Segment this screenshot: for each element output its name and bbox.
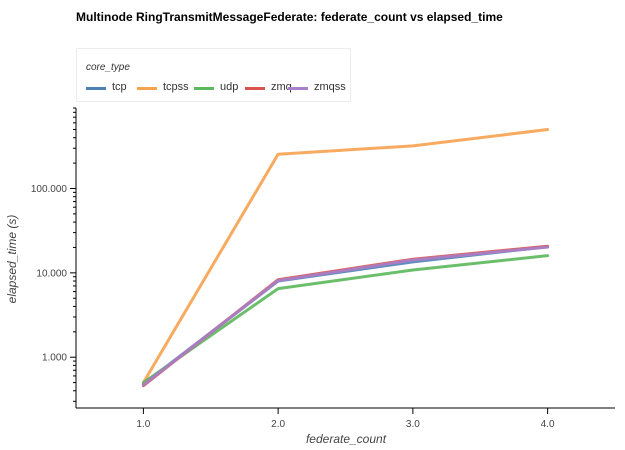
y-tick-label: 10.000 — [36, 268, 67, 279]
series-line-zmq — [141, 244, 550, 388]
legend-swatch — [137, 87, 157, 90]
legend-title: core_type — [86, 62, 130, 73]
legend-label: zmq — [271, 81, 292, 93]
series-line-tcp — [141, 245, 550, 386]
axes: 1.000 10.000 100.000 1.0 2.0 3.0 4.0 — [31, 107, 615, 430]
series-line-tcpss — [141, 128, 550, 385]
y-axis-label: elapsed_time (s) — [5, 215, 19, 304]
legend-swatch — [86, 87, 106, 90]
x-axis-label: federate_count — [306, 432, 387, 446]
legend-label: zmqss — [314, 81, 346, 93]
x-tick-label: 4.0 — [541, 419, 555, 430]
legend-swatch — [194, 87, 214, 90]
y-tick-label: 100.000 — [31, 184, 68, 195]
legend-label: tcpss — [163, 81, 189, 93]
series-line-zmqss — [141, 245, 550, 387]
legend-swatch — [288, 87, 308, 90]
legend-label: tcp — [112, 81, 127, 93]
legend-label: udp — [220, 81, 239, 93]
chart-title: Multinode RingTransmitMessageFederate: f… — [76, 10, 503, 24]
y-tick-label: 1.000 — [42, 353, 67, 364]
x-tick-label: 3.0 — [406, 419, 420, 430]
series-layer — [141, 128, 550, 388]
series-line-udp — [141, 254, 550, 385]
x-tick-label: 1.0 — [136, 419, 150, 430]
legend: core_type tcp tcpss udp zmq zmqss — [76, 48, 351, 102]
x-tick-label: 2.0 — [271, 419, 285, 430]
legend-swatch — [245, 87, 265, 90]
